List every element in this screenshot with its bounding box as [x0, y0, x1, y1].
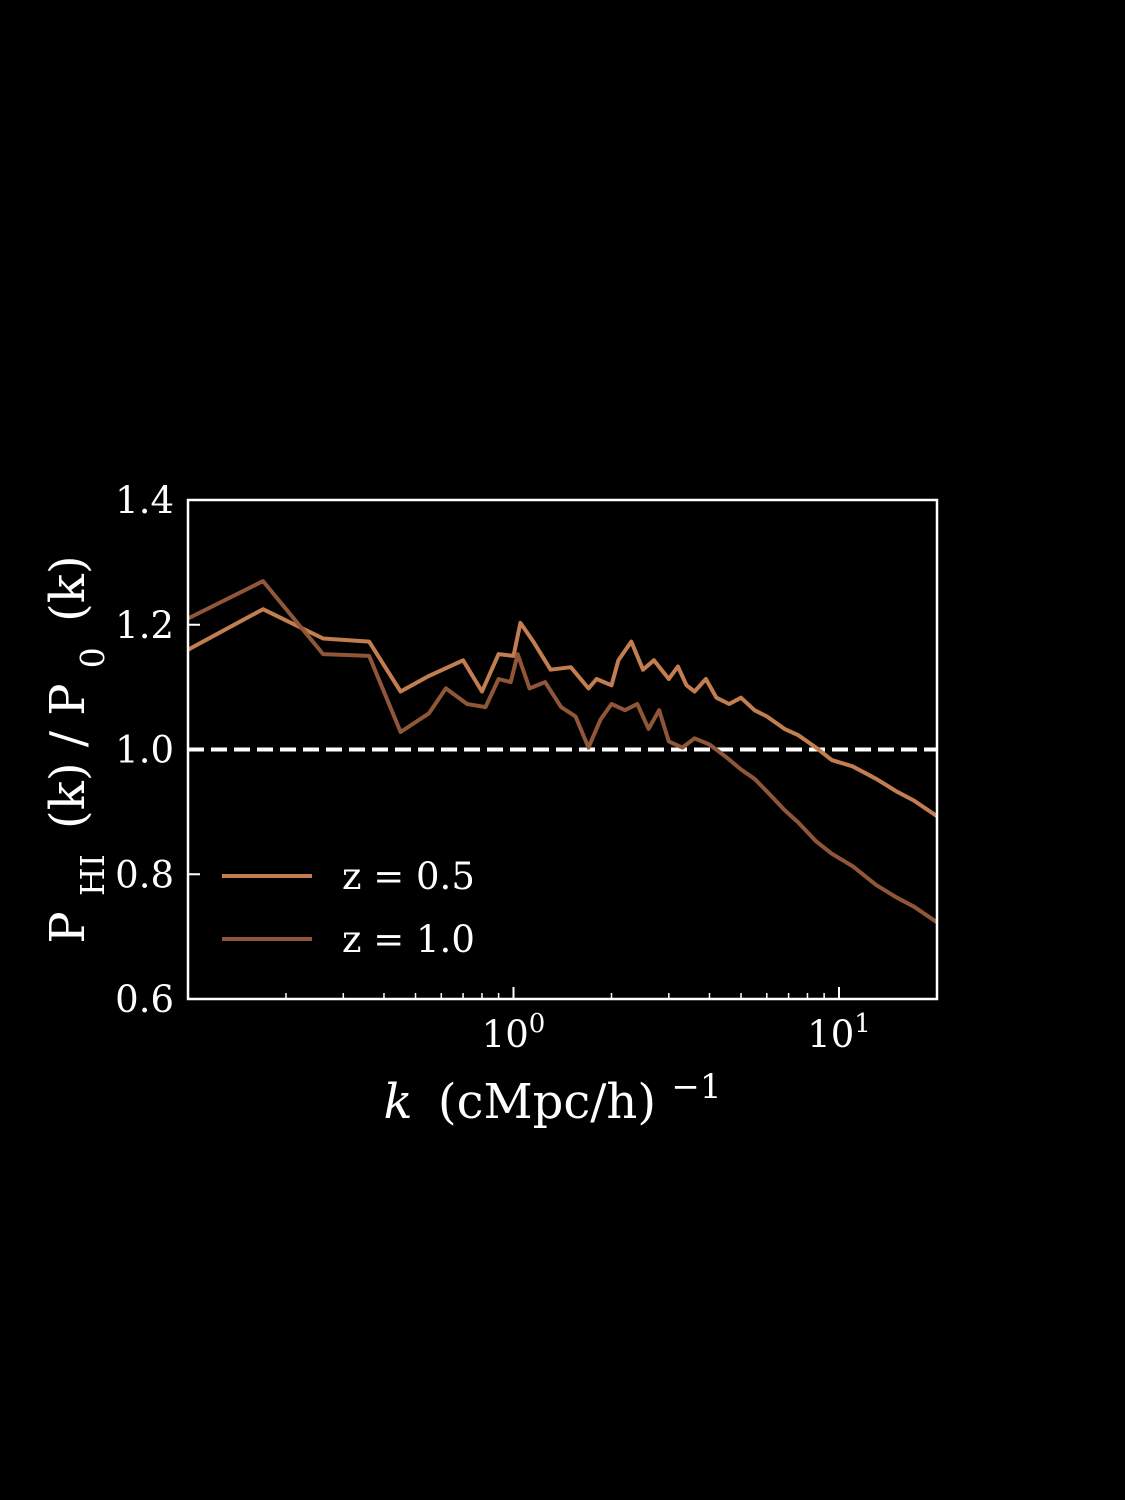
x-axis-label: k (cMpc/h) −1	[384, 1067, 722, 1130]
series-line-1	[187, 607, 939, 818]
legend-label-2: z = 1.0	[342, 918, 475, 961]
x-axis-label-exp: −1	[671, 1067, 721, 1107]
ticks-group: 0.6 0.8 1.0 1.2 1.4 100 101	[115, 479, 871, 1056]
y-tick-label-2: 1.0	[115, 729, 174, 772]
x-axis-label-unit: (cMpc/h)	[438, 1074, 656, 1130]
y-axis-label-sub1: HI	[73, 854, 112, 896]
x-tick-label-0: 100	[482, 1009, 546, 1056]
x-tick-label-1: 101	[807, 1009, 871, 1056]
y-axis-label-mid: (k) / P	[40, 683, 96, 829]
legend-label-1: z = 0.5	[342, 855, 475, 898]
y-axis-label-end: (k)	[40, 555, 96, 622]
y-axis-label-sub2: 0	[73, 647, 112, 668]
series-layer	[187, 579, 939, 924]
y-axis-label: P HI (k) / P 0 (k)	[40, 555, 112, 943]
y-axis-label-p1: P	[40, 911, 96, 943]
y-tick-label-1: 0.8	[115, 853, 174, 896]
y-tick-label-0: 0.6	[115, 978, 174, 1021]
y-tick-label-4: 1.4	[115, 479, 174, 522]
legend: z = 0.5 z = 1.0	[222, 855, 475, 961]
x-axis-label-var: k	[384, 1074, 413, 1130]
y-tick-label-3: 1.2	[115, 604, 174, 647]
series-line-2	[187, 579, 939, 924]
